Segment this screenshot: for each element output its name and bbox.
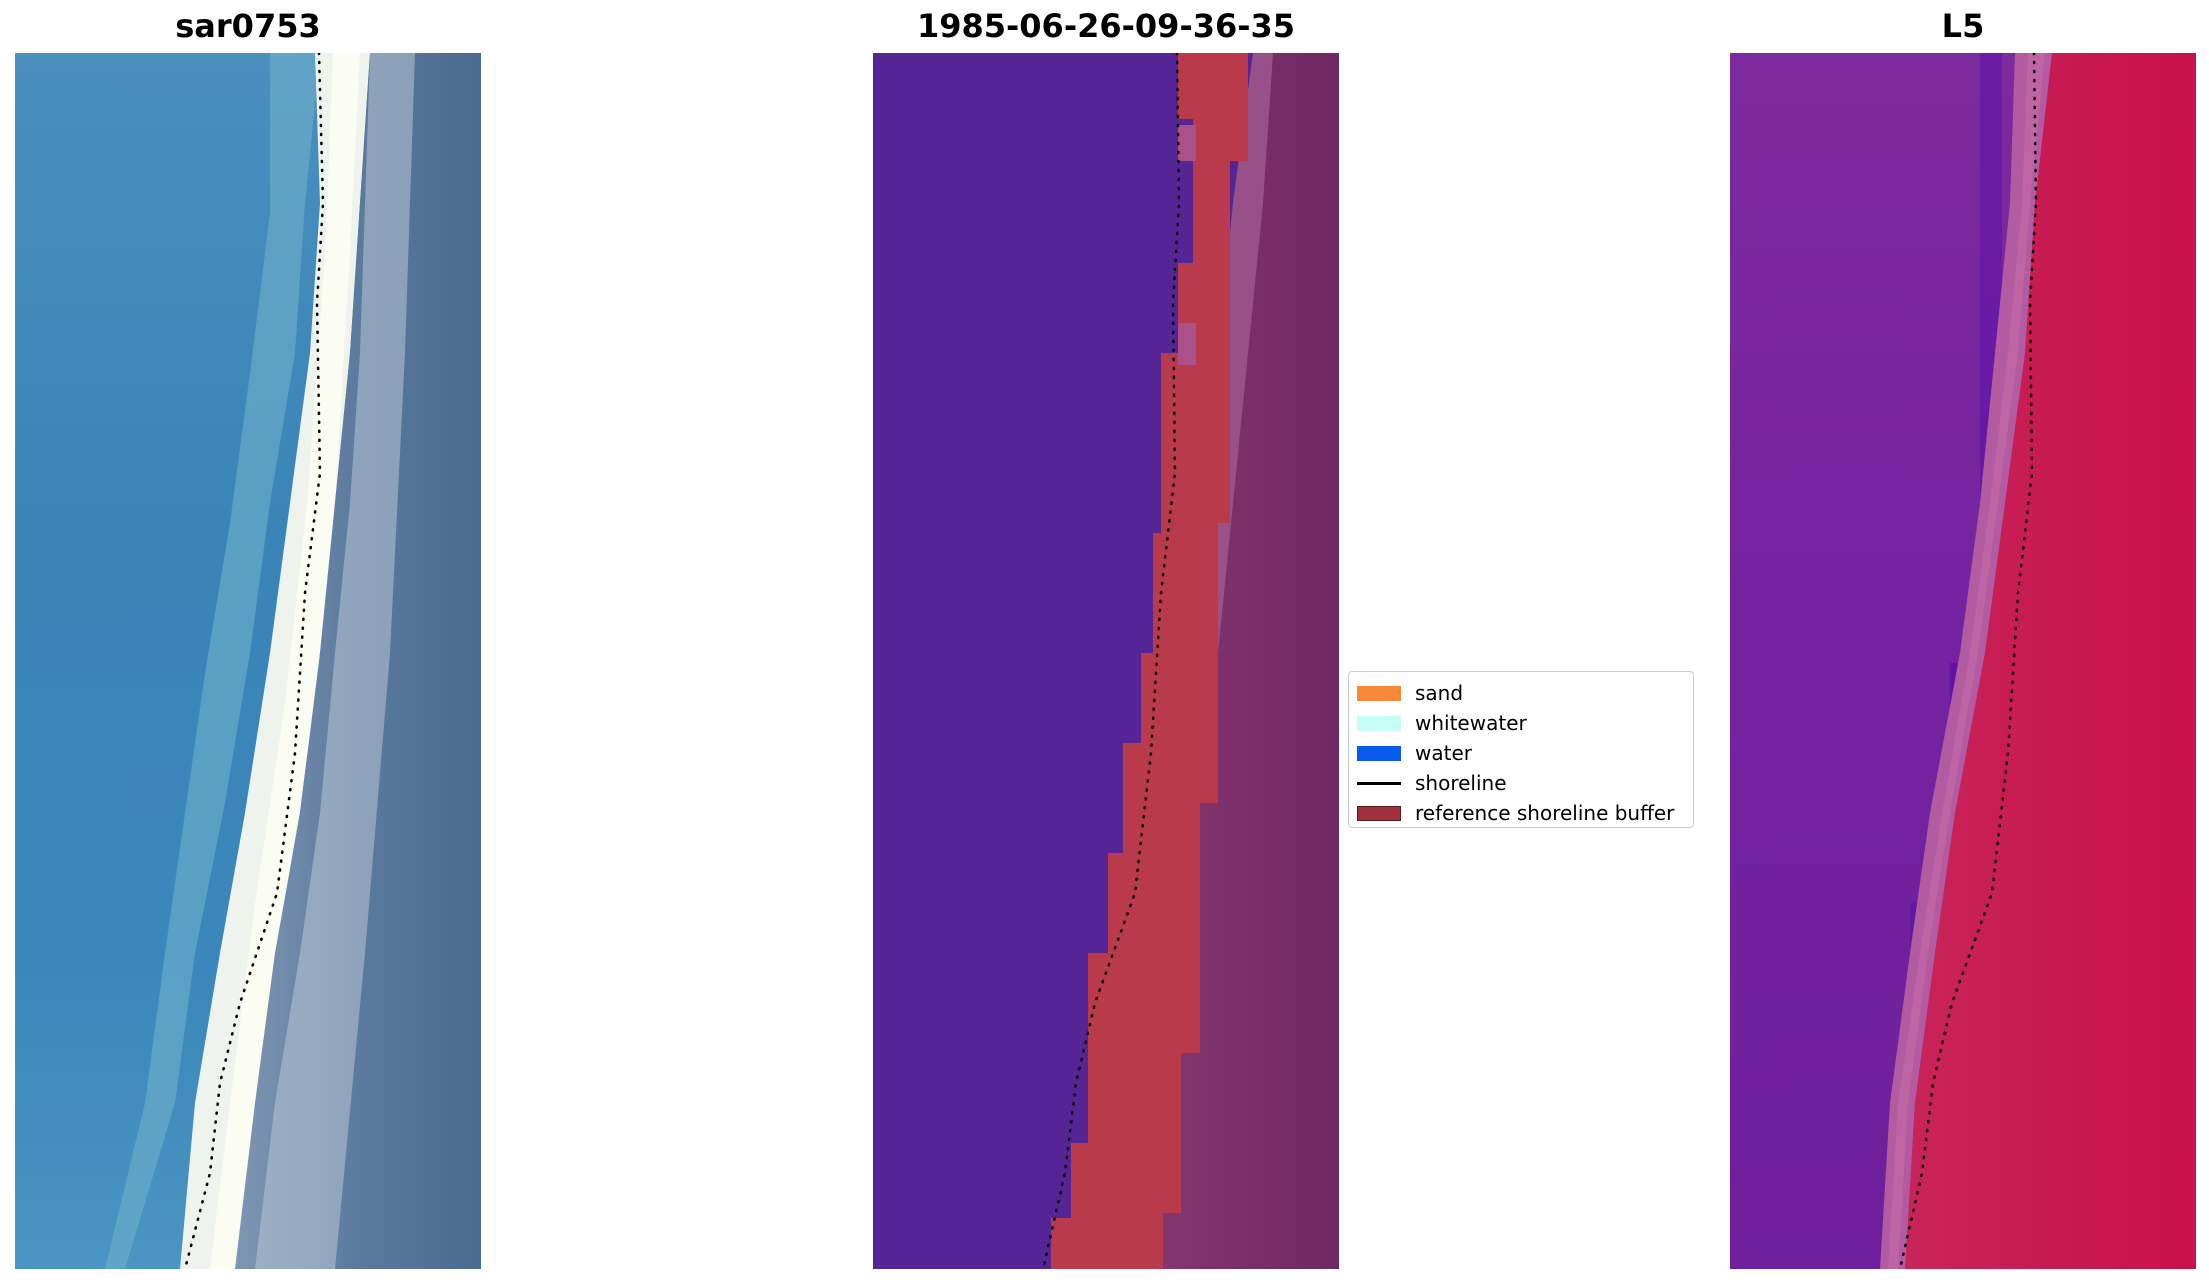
legend-label: whitewater bbox=[1415, 711, 1527, 735]
reference-buffer-swatch bbox=[1357, 806, 1401, 821]
panel-title-rgb: sar0753 bbox=[175, 7, 321, 45]
legend-label: reference shoreline buffer bbox=[1415, 801, 1675, 825]
legend-item-shoreline: shoreline bbox=[1349, 768, 1693, 798]
panel-title-l5: L5 bbox=[1941, 7, 1985, 45]
rgb-image-panel bbox=[15, 53, 481, 1269]
l5-image-panel bbox=[1730, 53, 2196, 1269]
classified-image bbox=[873, 53, 1339, 1269]
legend-item-sand: sand bbox=[1349, 678, 1693, 708]
legend: sand whitewater water shoreline referenc… bbox=[1348, 671, 1694, 828]
legend-label: shoreline bbox=[1415, 771, 1507, 795]
l5-image bbox=[1730, 53, 2196, 1269]
shoreline-dots bbox=[1041, 53, 1181, 1269]
shoreline-dots bbox=[183, 53, 325, 1269]
shoreline-line-swatch bbox=[1357, 782, 1401, 785]
classified-image-panel bbox=[873, 53, 1339, 1269]
panel-title-classified: 1985-06-26-09-36-35 bbox=[916, 7, 1296, 45]
sand-swatch bbox=[1357, 686, 1401, 701]
legend-label: sand bbox=[1415, 681, 1464, 705]
shoreline-dots bbox=[1898, 53, 2038, 1269]
legend-label: water bbox=[1415, 741, 1472, 765]
rgb-image bbox=[15, 53, 481, 1269]
legend-item-reference-buffer: reference shoreline buffer bbox=[1349, 798, 1693, 828]
whitewater-swatch bbox=[1357, 716, 1401, 731]
legend-item-whitewater: whitewater bbox=[1349, 708, 1693, 738]
legend-item-water: water bbox=[1349, 738, 1693, 768]
water-swatch bbox=[1357, 746, 1401, 761]
